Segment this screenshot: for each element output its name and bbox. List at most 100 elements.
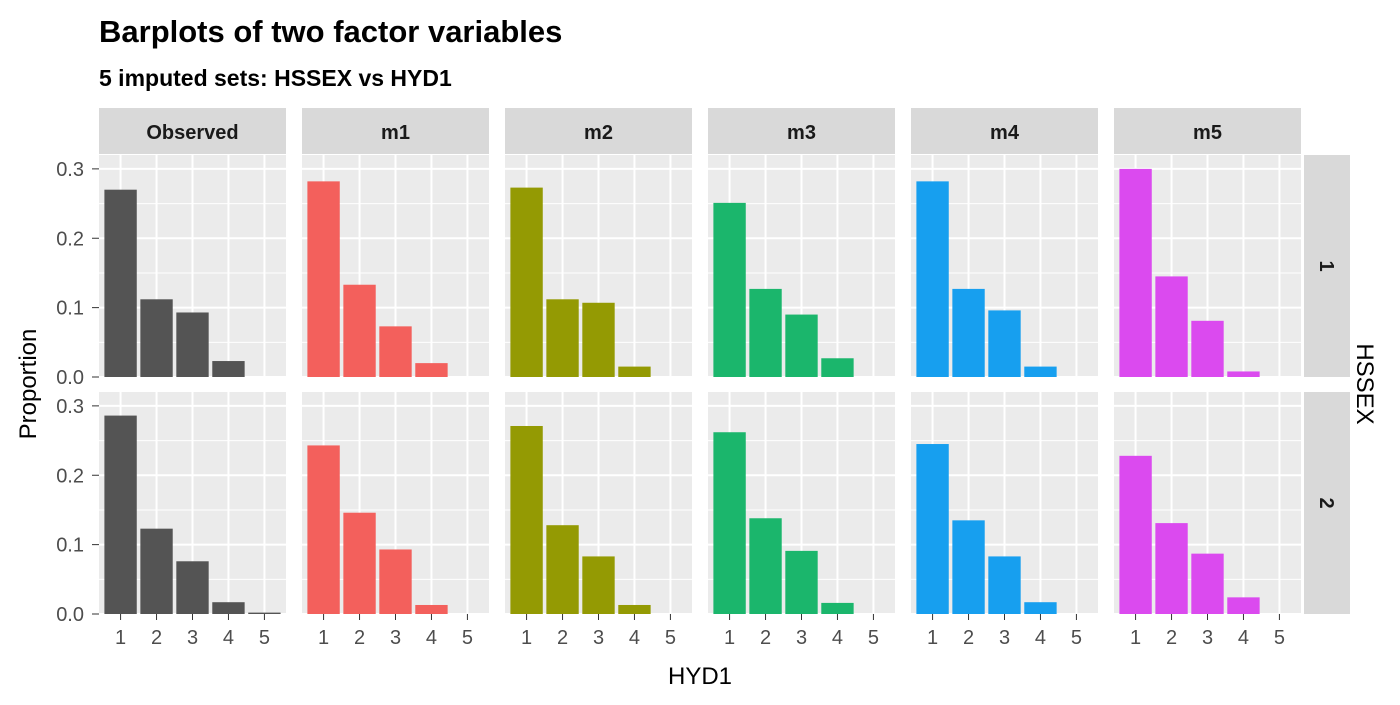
- x-tick-label: 2: [760, 627, 771, 649]
- bar-m3-row2-cat2: [749, 518, 782, 614]
- bar-m3-row2-cat3: [785, 550, 818, 614]
- x-tick-label: 4: [832, 627, 843, 649]
- bar-m2-row2-cat3: [582, 556, 615, 614]
- bar-m4-row1-cat3: [988, 310, 1021, 377]
- y-tick-label: 0.2: [56, 465, 84, 487]
- bar-m3-row1-cat1: [713, 202, 746, 377]
- x-tick-label: 4: [1035, 627, 1046, 649]
- bar-Observed-row2-cat1: [104, 415, 137, 614]
- x-tick-label: 5: [665, 627, 676, 649]
- y-tick-label: 0.3: [56, 396, 84, 418]
- bar-m2-row2-cat4: [618, 604, 651, 614]
- bar-m3-row1-cat4: [821, 358, 854, 377]
- bar-m5-row1-cat3: [1191, 320, 1224, 377]
- bar-m2-row1-cat3: [582, 302, 615, 377]
- bar-m4-row2-cat2: [952, 520, 985, 614]
- bar-m5-row2-cat3: [1191, 553, 1224, 614]
- x-tick-label: 1: [115, 627, 126, 649]
- x-tick-label: 5: [1071, 627, 1082, 649]
- x-tick-label: 2: [151, 627, 162, 649]
- bar-Observed-row1-cat1: [104, 189, 137, 377]
- facet-strip-m2: [505, 108, 692, 154]
- bar-Observed-row2-cat4: [212, 602, 245, 614]
- facet-strip-label: Observed: [146, 122, 238, 144]
- bar-m2-row2-cat2: [546, 525, 579, 614]
- bar-m4-row2-cat1: [916, 444, 949, 614]
- x-tick-label: 1: [521, 627, 532, 649]
- bar-m5-row1-cat1: [1119, 168, 1152, 377]
- bar-m2-row1-cat2: [546, 299, 579, 377]
- bar-m1-row2-cat3: [379, 549, 412, 614]
- x-tick-label: 4: [629, 627, 640, 649]
- x-tick-label: 3: [390, 627, 401, 649]
- x-tick-label: 5: [462, 627, 473, 649]
- facet-strip-label: m1: [381, 122, 410, 144]
- facet-row-strip-2: [1304, 392, 1350, 614]
- bar-m4-row1-cat4: [1024, 366, 1057, 377]
- bar-m4-row2-cat4: [1024, 602, 1057, 614]
- y-tick-label: 0.0: [56, 367, 84, 389]
- facet-strip-m1: [302, 108, 489, 154]
- bar-m1-row2-cat4: [415, 604, 448, 614]
- facet-grid: Observed m1 m2 m3 m4 m5 1 0.0 0.1 0.2 0.3 2 0.0 0.1 0.…: [56, 108, 1350, 649]
- bar-m3-row2-cat1: [713, 432, 746, 614]
- facet-strip-label: m3: [787, 122, 816, 144]
- x-tick-label: 4: [223, 627, 234, 649]
- bar-m5-row2-cat4: [1227, 597, 1260, 614]
- bar-Observed-row1-cat2: [140, 299, 173, 377]
- bar-Observed-row1-cat4: [212, 361, 245, 377]
- x-tick-label: 2: [354, 627, 365, 649]
- bar-m5-row1-cat4: [1227, 371, 1260, 377]
- x-axis-label: HYD1: [668, 663, 732, 690]
- x-tick-label: 5: [1274, 627, 1285, 649]
- x-tick-label: 3: [796, 627, 807, 649]
- facet-strip-Observed: [99, 108, 286, 154]
- x-tick-label: 1: [724, 627, 735, 649]
- x-tick-label: 5: [259, 627, 270, 649]
- x-tick-label: 3: [187, 627, 198, 649]
- x-tick-label: 3: [593, 627, 604, 649]
- y-tick-label: 0.2: [56, 228, 84, 250]
- bar-m4-row1-cat2: [952, 288, 985, 377]
- x-tick-label: 4: [1238, 627, 1249, 649]
- facet-strip-m5: [1114, 108, 1301, 154]
- bar-m3-row2-cat4: [821, 602, 854, 614]
- x-tick-label: 1: [927, 627, 938, 649]
- y-tick-label: 0.1: [56, 535, 84, 557]
- facet-row-strip-1: [1304, 155, 1350, 377]
- chart-title: Barplots of two factor variables: [99, 14, 562, 49]
- x-tick-label: 2: [557, 627, 568, 649]
- y-tick-label: 0.1: [56, 298, 84, 320]
- x-tick-label: 4: [426, 627, 437, 649]
- facet-strip-label: m5: [1193, 122, 1222, 144]
- y-tick-label: 0.3: [56, 159, 84, 181]
- bar-m5-row1-cat2: [1155, 276, 1188, 377]
- bar-m5-row2-cat1: [1119, 455, 1152, 614]
- bar-m2-row2-cat1: [510, 425, 543, 614]
- bar-m5-row2-cat2: [1155, 523, 1188, 614]
- y-axis-label: Proportion: [15, 329, 42, 440]
- bar-Observed-row2-cat3: [176, 561, 209, 614]
- bar-Observed-row1-cat3: [176, 312, 209, 377]
- bar-m4-row2-cat3: [988, 556, 1021, 614]
- x-tick-label: 2: [1166, 627, 1177, 649]
- x-tick-label: 3: [999, 627, 1010, 649]
- bar-Observed-row2-cat2: [140, 528, 173, 614]
- x-tick-label: 1: [318, 627, 329, 649]
- facet-strip-m4: [911, 108, 1098, 154]
- bar-m4-row1-cat1: [916, 181, 949, 377]
- bar-Observed-row2-cat5: [248, 612, 281, 614]
- facet-row-variable-label: HSSEX: [1351, 343, 1378, 424]
- x-tick-label: 5: [868, 627, 879, 649]
- bar-m1-row1-cat3: [379, 326, 412, 377]
- x-tick-label: 2: [963, 627, 974, 649]
- facet-strip-label: m4: [990, 122, 1020, 144]
- bar-m2-row1-cat1: [510, 187, 543, 377]
- facet-strip-m3: [708, 108, 895, 154]
- x-tick-label: 1: [1130, 627, 1141, 649]
- bar-m1-row2-cat2: [343, 512, 376, 614]
- x-tick-label: 3: [1202, 627, 1213, 649]
- chart-subtitle: 5 imputed sets: HSSEX vs HYD1: [99, 65, 452, 91]
